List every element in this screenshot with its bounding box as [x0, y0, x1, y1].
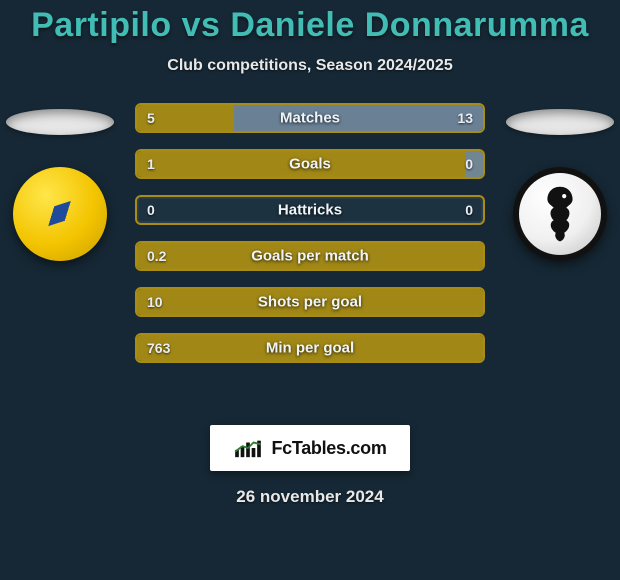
- value-left: 1: [147, 156, 155, 172]
- subtitle: Club competitions, Season 2024/2025: [0, 57, 620, 75]
- club-badge-right: [513, 167, 607, 261]
- brand-text: FcTables.com: [271, 438, 386, 459]
- club-badge-left: [13, 167, 107, 261]
- brand-badge: FcTables.com: [210, 425, 410, 471]
- comparison-stage: 513Matches10Goals00Hattricks0.2Goals per…: [0, 103, 620, 403]
- player-right-column: [500, 103, 620, 261]
- player-left-column: [0, 103, 120, 261]
- player-right-avatar: [506, 109, 614, 135]
- stat-row: 763Min per goal: [135, 333, 485, 363]
- seahorse-icon: [539, 184, 581, 244]
- value-left: 0: [147, 202, 155, 218]
- stat-row: 0 0Hattricks: [135, 195, 485, 225]
- value-left: 5: [147, 110, 155, 126]
- stat-row: 10Shots per goal: [135, 287, 485, 317]
- stat-bars: 513Matches10Goals00Hattricks0.2Goals per…: [135, 103, 485, 379]
- fill-left: [137, 151, 483, 177]
- date-line: 26 november 2024: [0, 487, 620, 507]
- player-left-avatar: [6, 109, 114, 135]
- stat-row: 513Matches: [135, 103, 485, 133]
- bars-icon: [233, 437, 263, 459]
- value-right: 13: [457, 110, 473, 126]
- value-left: 0.2: [147, 248, 166, 264]
- fill-left: [137, 335, 483, 361]
- value-left: 763: [147, 340, 170, 356]
- stat-row: 0.2Goals per match: [135, 241, 485, 271]
- fill-left: [137, 243, 483, 269]
- value-right: 0: [465, 202, 473, 218]
- fill-left: [137, 289, 483, 315]
- page-title: Partipilo vs Daniele Donnarumma: [0, 0, 620, 45]
- fill-right: [234, 105, 483, 131]
- stat-row: 10Goals: [135, 149, 485, 179]
- value-right: 0: [465, 156, 473, 172]
- stat-label: Hattricks: [137, 202, 483, 219]
- value-left: 10: [147, 294, 163, 310]
